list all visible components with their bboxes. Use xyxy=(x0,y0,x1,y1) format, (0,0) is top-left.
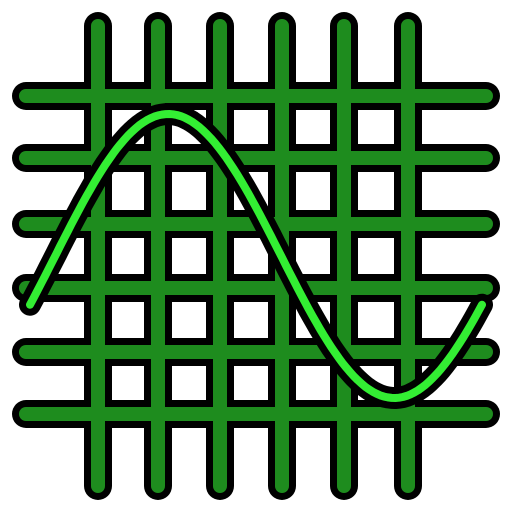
grid-lines xyxy=(19,19,493,493)
sine-wave-curve xyxy=(26,110,486,402)
